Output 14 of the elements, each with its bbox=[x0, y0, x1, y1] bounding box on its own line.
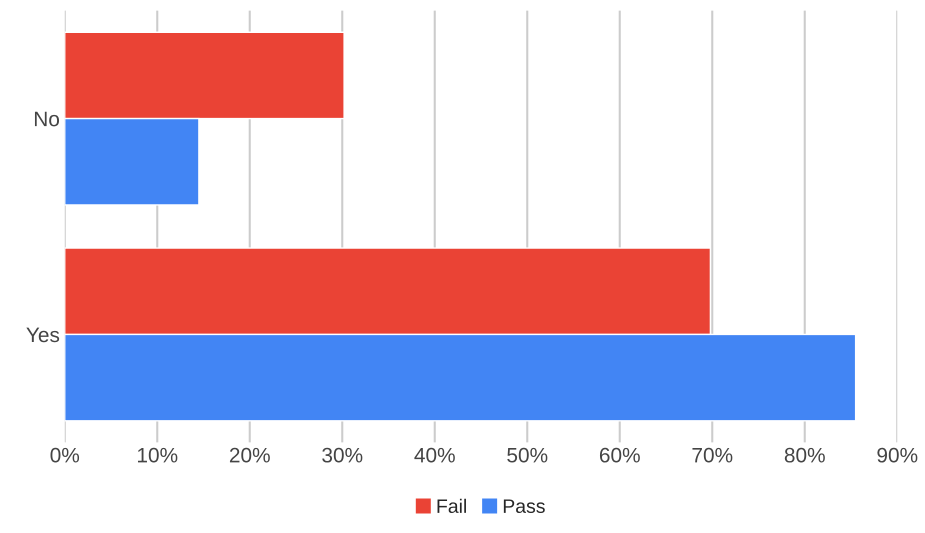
legend-label: Pass bbox=[504, 499, 545, 514]
x-tick-label: 40% bbox=[414, 448, 455, 463]
x-tick-label: 50% bbox=[507, 448, 548, 463]
x-tick-label: 30% bbox=[322, 448, 362, 463]
x-tick-label: 90% bbox=[877, 448, 918, 463]
x-tick-label: 0% bbox=[50, 448, 80, 463]
x-tick-label: 70% bbox=[692, 448, 732, 463]
x-tick-label: 80% bbox=[784, 448, 825, 463]
y-tick-label: Yes bbox=[26, 328, 60, 342]
x-tick-label: 60% bbox=[600, 448, 640, 463]
x-tick-label: 20% bbox=[230, 448, 270, 463]
legend-label: Fail bbox=[438, 498, 466, 514]
x-tick-label: 10% bbox=[138, 448, 178, 463]
y-tick-label: No bbox=[34, 112, 60, 126]
